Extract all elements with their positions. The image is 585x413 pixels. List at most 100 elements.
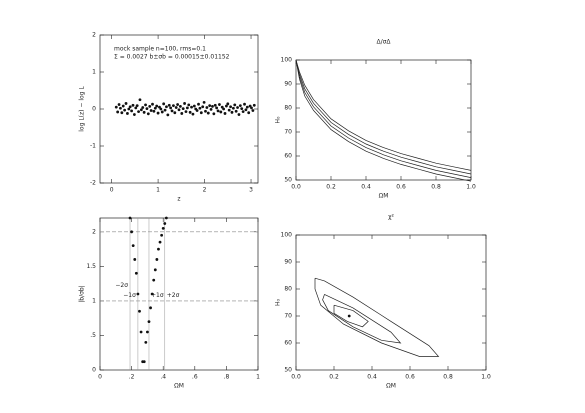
sigma-label: +2σ [167,292,180,299]
data-point [243,102,246,106]
data-point [223,112,227,115]
data-point [162,102,166,106]
data-point [131,103,135,107]
x-tick-label: 1.0 [481,374,491,381]
x-tick-label: .8 [224,374,230,381]
y-tick-label: 0 [92,106,96,113]
contour-line [295,59,472,171]
x-axis-label: ΩM [379,193,389,200]
data-point [160,233,164,237]
data-point [146,330,149,334]
data-point [216,109,220,113]
data-point [157,247,160,251]
x-tick-label: 0.4 [361,184,371,191]
data-point [213,103,217,107]
data-point [158,240,162,244]
data-point [172,104,175,108]
data-point [167,103,171,107]
x-tick-label: 1 [156,187,160,194]
data-point [184,110,188,113]
data-point [128,105,132,109]
data-point [219,110,223,114]
data-point [148,105,152,108]
data-point [124,102,128,105]
y-tick-label: -2 [90,180,96,187]
x-tick-label: 0.2 [326,184,336,191]
sigma-label: +1σ [151,292,164,299]
x-tick-label: 0.0 [291,184,301,191]
plot-frame [99,217,259,371]
contour-line [295,59,472,175]
data-point [181,107,185,111]
x-tick-label: 0.8 [431,184,441,191]
contour-line [295,59,472,182]
data-point [250,106,253,110]
data-point [209,107,213,111]
data-point [201,105,205,109]
data-point [114,105,118,109]
y-tick-label: -1 [90,143,96,150]
y-tick-label: 50 [284,367,292,374]
x-tick-label: 1.0 [466,184,476,191]
y-axis-label: |b/σb| [79,285,86,302]
data-point [188,110,192,114]
data-point [159,107,163,111]
contour-line [322,294,402,344]
data-point [153,268,157,272]
data-point [116,110,120,114]
y-tick-label: 80 [284,105,292,112]
data-point [230,110,234,114]
data-point [225,104,228,108]
data-point [222,107,226,111]
data-point [218,103,221,106]
data-point [155,258,159,261]
data-point [134,271,138,275]
data-point [133,258,137,261]
y-tick-label: 1.5 [86,263,96,270]
data-point [238,104,242,108]
data-point [199,111,203,115]
data-point [170,109,174,113]
y-tick-label: 2 [92,32,96,39]
data-point [211,105,214,108]
data-point [176,103,180,106]
data-point [198,106,202,110]
data-point [117,103,121,106]
y-tick-label: 60 [284,153,292,160]
data-point [156,111,160,115]
data-point [187,103,191,107]
x-tick-label: 0 [110,187,114,194]
data-point [163,222,167,225]
annotation: mock sample n=100, rms=0.1 [114,46,206,53]
data-point [130,109,134,113]
panel-title: Δ/σΔ [376,39,391,46]
data-point [153,106,157,110]
x-tick-label: 2 [203,187,207,194]
y-tick-label: 90 [284,259,292,266]
data-point [173,111,177,115]
data-point [206,111,210,115]
data-point [251,109,255,112]
data-point [208,104,212,108]
data-point [185,106,189,110]
contour-line [333,304,369,328]
y-tick-label: 50 [284,177,292,184]
x-axis-label: ΩM [386,383,396,390]
data-point [130,230,134,234]
data-point [142,110,146,114]
data-point [121,104,125,108]
data-point [138,98,142,102]
data-point [177,108,181,112]
data-point [215,106,219,110]
x-tick-label: 0.4 [367,374,377,381]
data-point [152,278,156,282]
x-tick-label: 0.0 [291,374,301,381]
data-point [234,109,238,113]
data-point [233,103,237,107]
x-tick-label: .6 [192,374,198,381]
data-point [166,113,170,117]
x-tick-label: 3 [249,187,253,194]
data-point [197,102,200,106]
x-tick-label: 0.8 [443,374,453,381]
